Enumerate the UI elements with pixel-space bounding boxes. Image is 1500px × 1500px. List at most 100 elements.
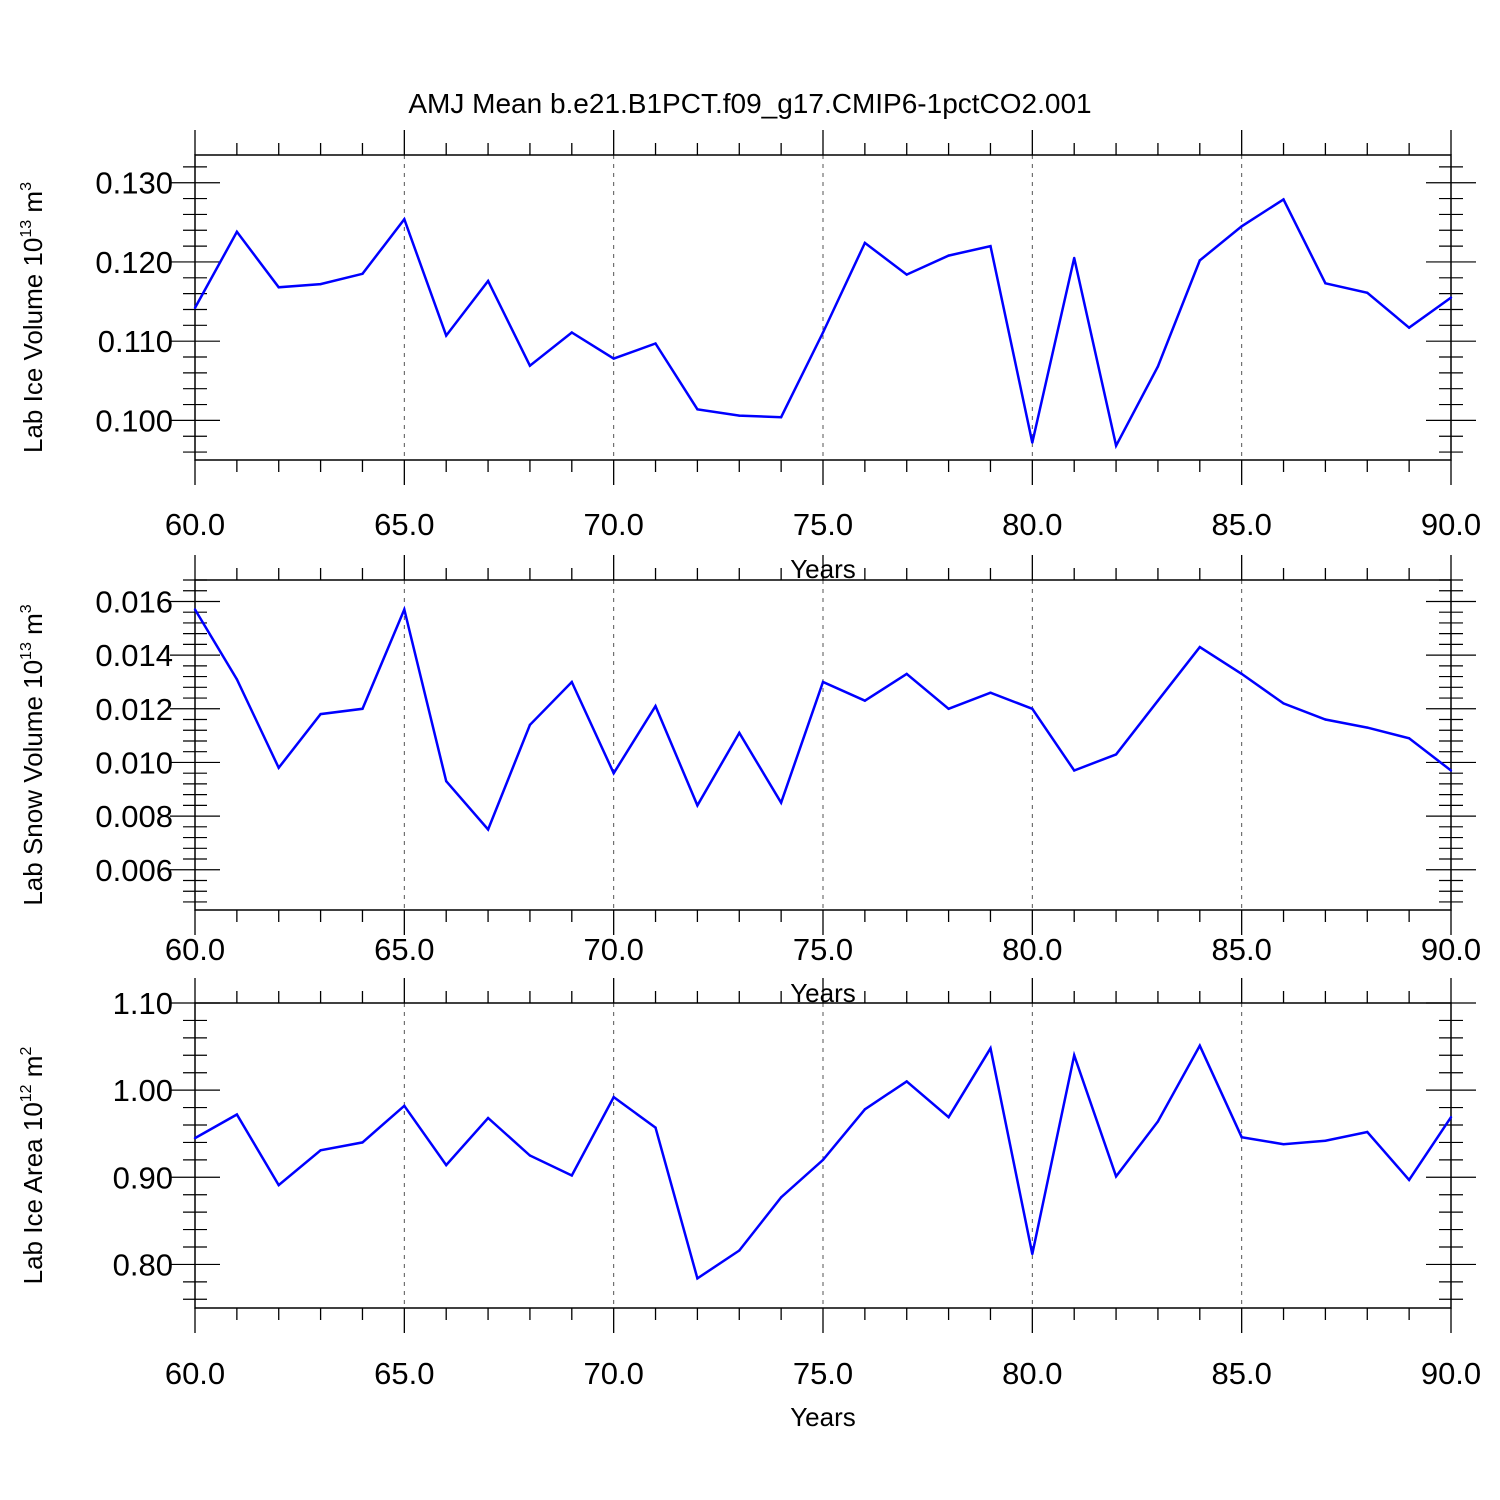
data-point xyxy=(445,780,448,783)
data-point xyxy=(696,804,699,807)
data-point xyxy=(821,1158,825,1162)
y-tick-label: 0.100 xyxy=(95,403,173,438)
data-point xyxy=(528,364,532,367)
x-tick-label: 80.0 xyxy=(1002,1356,1062,1391)
data-point xyxy=(403,608,406,611)
data-point xyxy=(779,416,783,419)
data-point xyxy=(235,678,239,681)
y-tick-label: 0.80 xyxy=(113,1247,173,1282)
data-point xyxy=(570,331,573,334)
x-tick-label: 85.0 xyxy=(1211,507,1271,542)
data-point xyxy=(1324,1139,1327,1142)
data-point xyxy=(1114,1175,1118,1178)
data-point xyxy=(738,1249,741,1252)
data-point xyxy=(570,680,573,684)
data-point xyxy=(1449,1115,1453,1119)
data-point xyxy=(1031,707,1034,710)
data-point xyxy=(863,1108,867,1111)
data-point xyxy=(612,357,615,360)
data-point xyxy=(654,342,657,345)
y-tick-label: 0.130 xyxy=(95,166,173,201)
data-point xyxy=(989,691,992,694)
data-point xyxy=(1407,737,1411,740)
y-tick-label: 0.90 xyxy=(113,1160,173,1195)
y-tick-label: 0.010 xyxy=(95,745,173,780)
data-point xyxy=(319,712,322,716)
data-point xyxy=(947,254,950,257)
x-tick-label: 80.0 xyxy=(1002,507,1062,542)
x-axis-title: Years xyxy=(790,1402,856,1432)
data-point xyxy=(1324,282,1327,285)
x-tick-label: 70.0 xyxy=(583,932,643,967)
data-point xyxy=(1240,225,1243,228)
data-point xyxy=(1449,296,1453,299)
data-point xyxy=(1282,1142,1285,1146)
x-tick-label: 85.0 xyxy=(1211,932,1271,967)
data-point xyxy=(1114,753,1118,756)
y-axis-title: Lab Ice Area 1012 m2 xyxy=(18,1047,48,1285)
y-tick-label: 1.00 xyxy=(113,1073,173,1108)
x-tick-label: 90.0 xyxy=(1421,1356,1481,1391)
data-point xyxy=(863,699,867,702)
data-point xyxy=(1324,718,1327,721)
data-point xyxy=(1366,726,1369,729)
data-point xyxy=(570,1174,573,1177)
data-point xyxy=(528,1154,532,1157)
data-point xyxy=(235,1113,239,1116)
data-point xyxy=(1031,1252,1034,1256)
y-tick-label: 0.120 xyxy=(95,245,173,280)
y-axis-title: Lab Snow Volume 1013 m3 xyxy=(18,604,48,905)
data-point xyxy=(193,608,197,611)
data-point xyxy=(1114,444,1118,447)
data-point xyxy=(1449,769,1453,772)
data-point xyxy=(486,828,490,831)
data-point xyxy=(905,1080,908,1083)
data-point xyxy=(319,1149,322,1152)
x-tick-label: 75.0 xyxy=(793,507,853,542)
data-point xyxy=(1240,1136,1243,1139)
data-point xyxy=(277,1183,280,1187)
data-point xyxy=(277,286,280,289)
data-point xyxy=(612,771,615,775)
x-tick-label: 85.0 xyxy=(1211,1356,1271,1391)
data-point xyxy=(738,414,741,417)
x-tick-label: 75.0 xyxy=(793,932,853,967)
x-tick-label: 60.0 xyxy=(165,507,225,542)
data-point xyxy=(403,1104,406,1108)
y-tick-label: 0.006 xyxy=(95,853,173,888)
data-point xyxy=(319,282,322,286)
y-tick-label: 0.014 xyxy=(95,638,173,673)
data-point xyxy=(738,731,741,735)
data-point xyxy=(989,1047,992,1050)
y-tick-label: 0.012 xyxy=(95,692,173,727)
data-point xyxy=(1156,365,1160,368)
data-point xyxy=(1407,1178,1411,1182)
x-tick-label: 90.0 xyxy=(1421,507,1481,542)
data-point xyxy=(361,1141,364,1144)
series-line xyxy=(194,1042,1453,1281)
x-tick-label: 75.0 xyxy=(793,1356,853,1391)
y-tick-label: 0.008 xyxy=(95,799,173,834)
data-point xyxy=(528,723,532,727)
x-tick-label: 70.0 xyxy=(583,507,643,542)
data-point xyxy=(1073,256,1076,260)
panel-snow-volume: 60.0 65.0 70.0 75.0 80.0 85.0 90.0 0.006 0.008 0.… xyxy=(18,555,1481,1008)
data-point xyxy=(1366,291,1369,295)
data-point xyxy=(905,672,908,676)
panel-ice-volume: 60.0 65.0 70.0 75.0 80.0 85.0 90.0 0.100 0.110 0.… xyxy=(18,130,1481,584)
data-point xyxy=(821,331,825,334)
data-point xyxy=(1073,769,1076,772)
data-point xyxy=(1156,699,1160,702)
data-point xyxy=(403,217,406,221)
x-tick-label: 70.0 xyxy=(583,1356,643,1391)
data-point xyxy=(1198,259,1202,262)
panel-ice-area: 60.0 65.0 70.0 75.0 80.0 85.0 90.0 0.80 0.90 1.00… xyxy=(18,978,1481,1432)
x-tick-label: 65.0 xyxy=(374,1356,434,1391)
data-point xyxy=(1198,645,1202,649)
data-point xyxy=(445,1163,448,1167)
data-point xyxy=(361,707,364,710)
data-point xyxy=(1198,1044,1202,1047)
x-tick-label: 65.0 xyxy=(374,507,434,542)
data-point xyxy=(821,680,825,684)
